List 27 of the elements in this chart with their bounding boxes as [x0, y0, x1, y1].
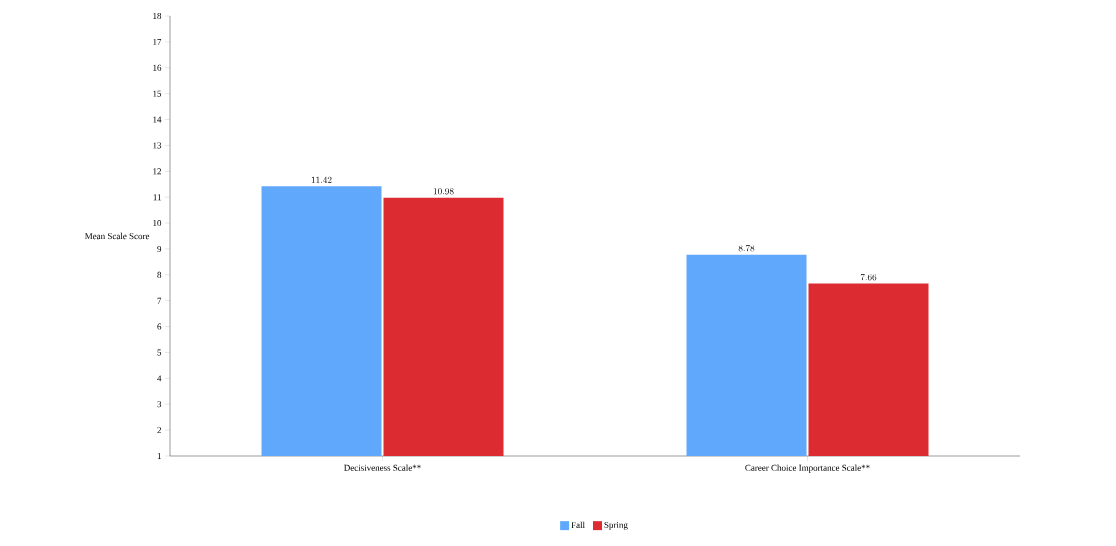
y-tick-label: 5 — [157, 349, 162, 356]
y-tick-label: 13 — [153, 142, 162, 149]
x-tick-label: Career Choice Importance Scale** — [745, 464, 870, 473]
y-tick-label: 8 — [157, 271, 162, 278]
y-tick-label: 15 — [153, 90, 162, 97]
y-tick-label: 3 — [157, 401, 162, 408]
y-tick-label: 16 — [153, 64, 162, 71]
y-tick-label: 11 — [153, 194, 161, 201]
y-tick-label: 4 — [157, 375, 162, 382]
data-label: 8.78 — [738, 245, 755, 252]
y-tick-label: 14 — [153, 116, 162, 123]
x-tick-label: Decisiveness Scale** — [344, 464, 421, 471]
data-label: 7.66 — [860, 274, 877, 281]
legend-label: Spring — [604, 521, 628, 530]
y-tick-label: 12 — [153, 168, 161, 175]
data-label: 11 .42 — [311, 176, 332, 183]
y-tick-label: 10 — [153, 220, 162, 227]
y-axis-title: Mean Scale Score — [85, 232, 150, 240]
y-tick-label: 7 — [157, 297, 162, 304]
y-tick-label: 1 — [157, 453, 161, 459]
data-label: 10.98 — [433, 188, 454, 195]
y-tick-label: 18 — [153, 12, 162, 20]
y-tick-label: 17 — [153, 38, 162, 45]
y-tick-label: 6 — [157, 323, 162, 330]
legend-label: Fall — [571, 521, 585, 529]
y-tick-label: 9 — [157, 245, 162, 252]
y-tick-label: 2 — [157, 427, 161, 434]
